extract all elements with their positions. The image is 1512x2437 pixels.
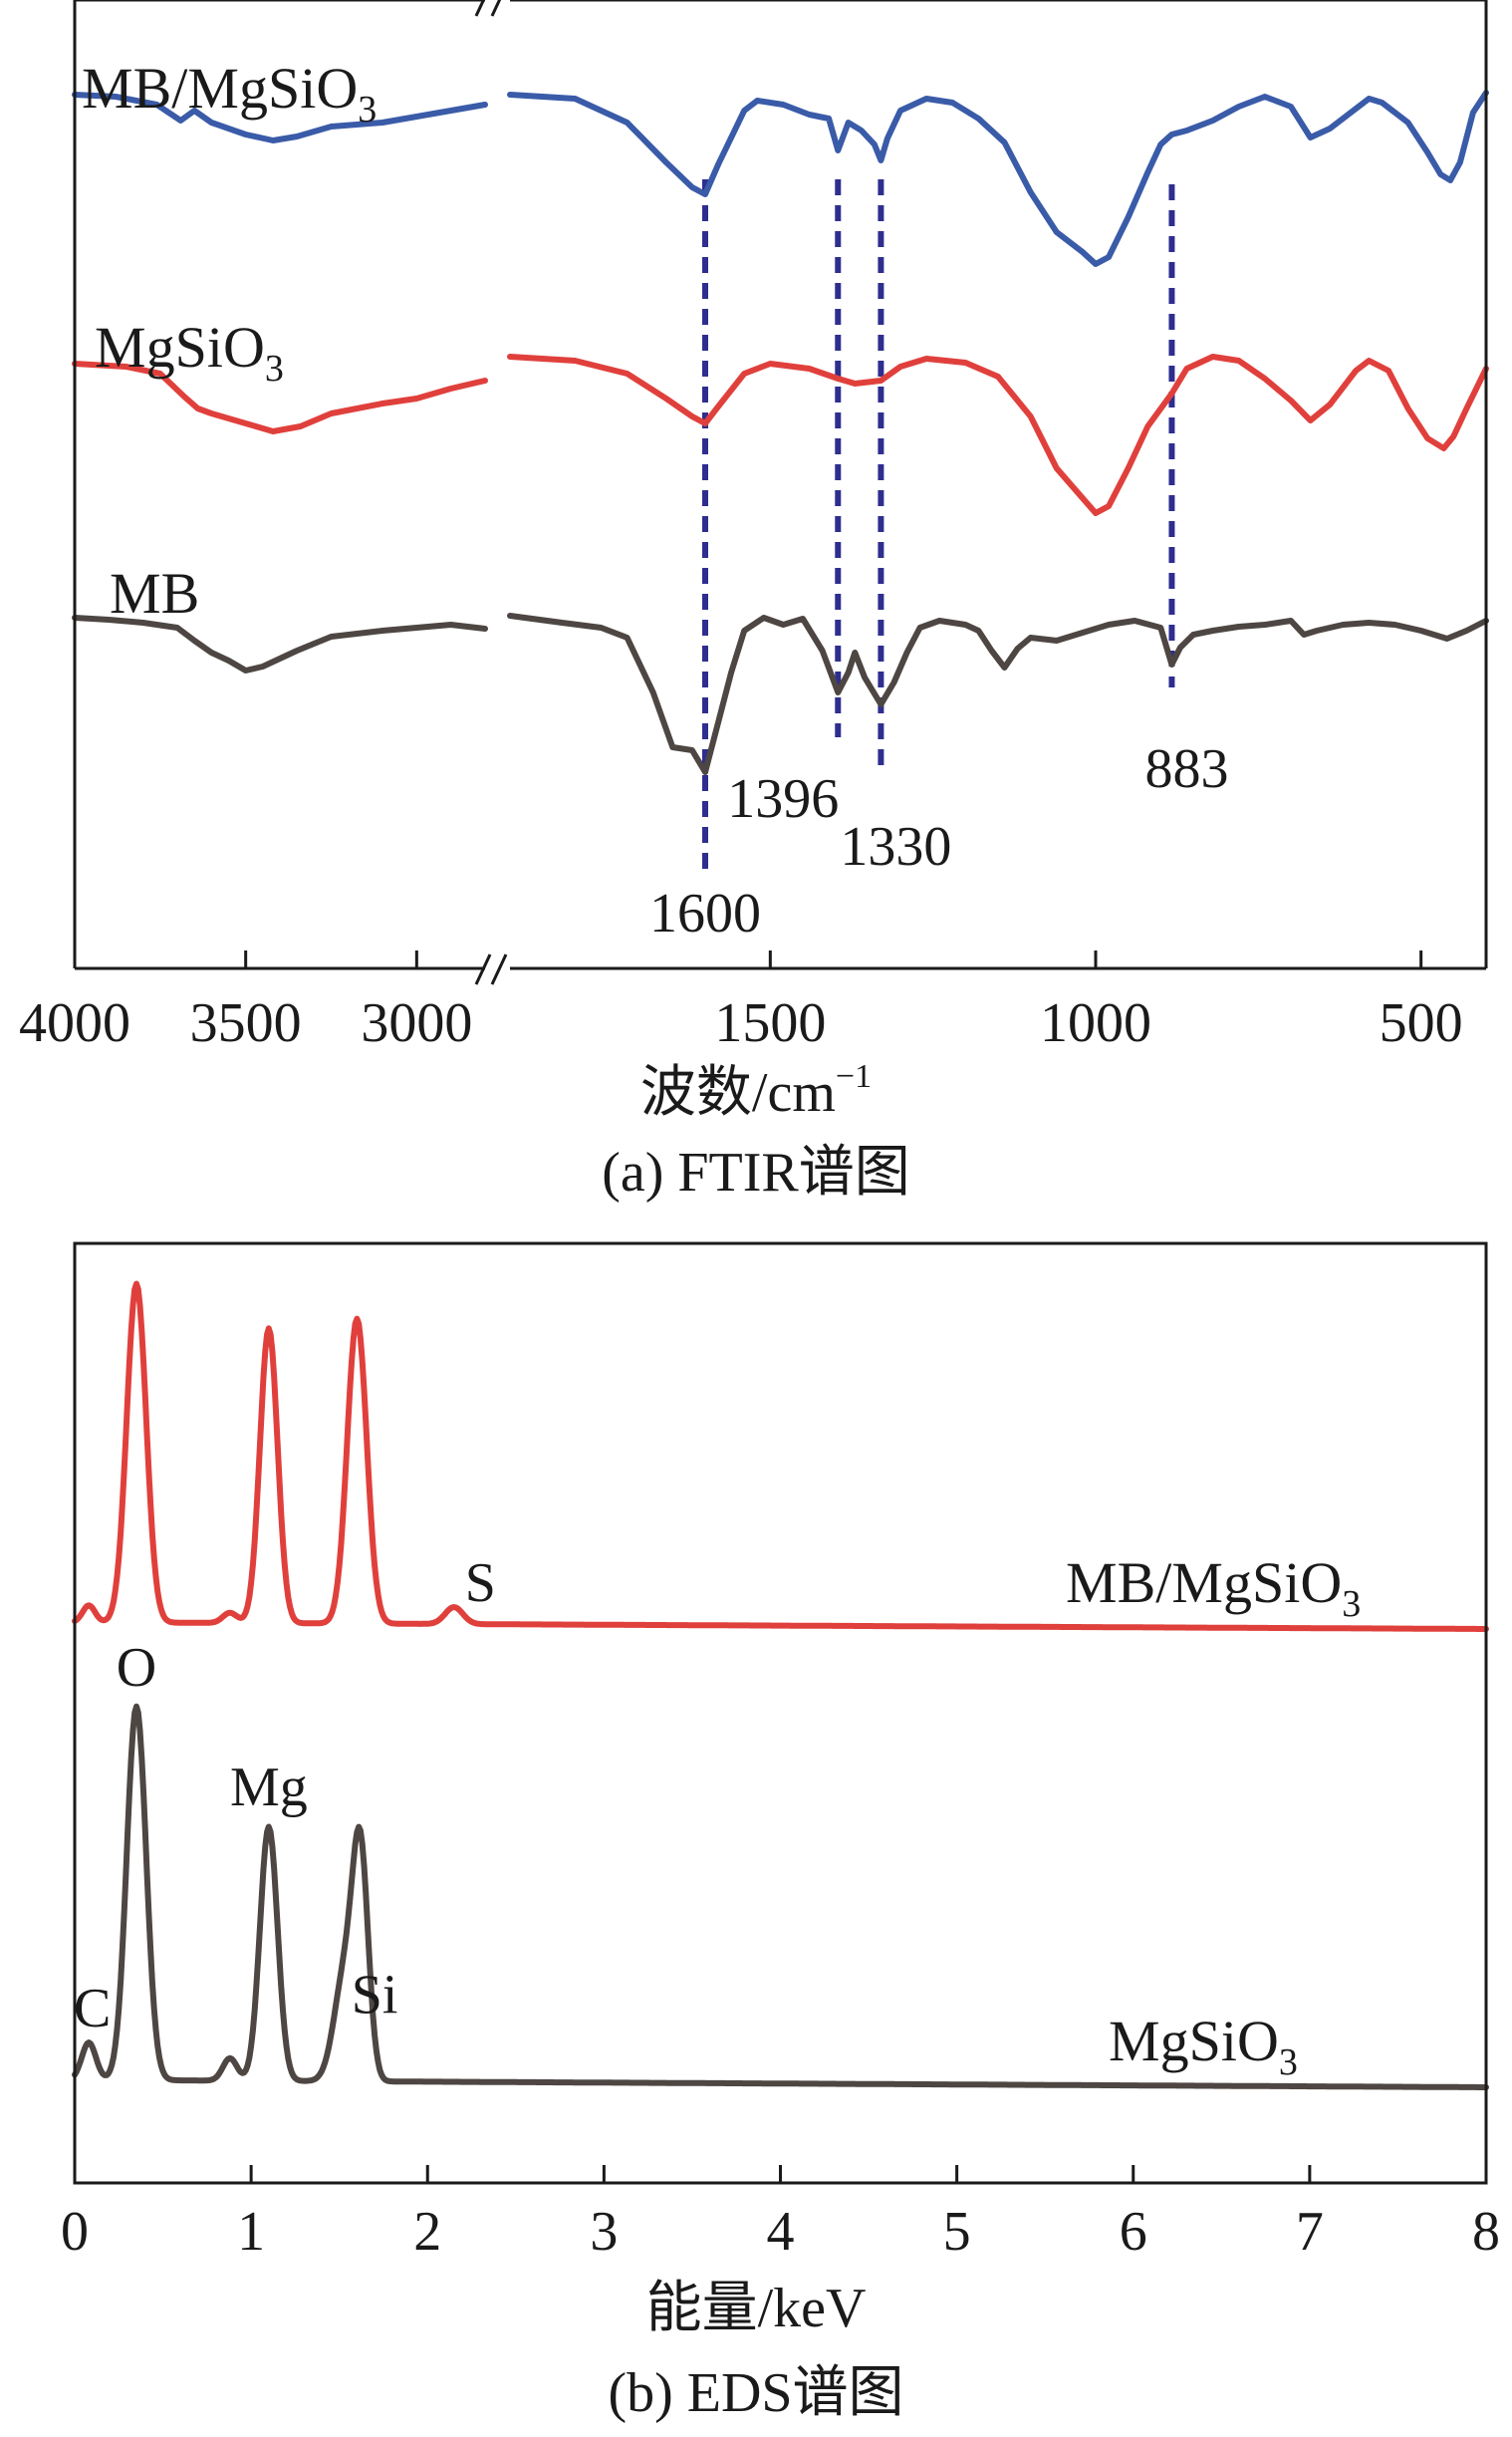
- ftir-series-mb-line-1: [72, 615, 488, 674]
- ftir-axis-break-top: [474, 0, 502, 17]
- eds-x-tick-label-3: 3: [590, 2201, 618, 2263]
- eds-x-tick-label-5: 5: [943, 2201, 971, 2263]
- eds-x-tick-label-2: 2: [413, 2201, 441, 2263]
- eds-x-tick-label-0: 0: [61, 2201, 89, 2263]
- ftir-series-label-mb-mgsio3: MB/MgSiO3: [82, 56, 377, 131]
- eds-x-tick-label-6: 6: [1120, 2201, 1147, 2263]
- eds-x-axis-title: 能量/keV: [646, 2278, 867, 2339]
- eds-plot-area: S C O Mg Si: [72, 1280, 1489, 2090]
- eds-peak-label-o: O: [117, 1637, 156, 1699]
- ftir-x-axis-title: 波数/cm−1: [640, 1058, 872, 1124]
- eds-x-tick-label-4: 4: [767, 2201, 795, 2263]
- ftir-series-mgsio3-line-1: [72, 361, 488, 434]
- eds-panel: S C O Mg Si 0 1 2 3 4 5 6 7 8 MB/MgSiO3 MgSiO3 能量/ke…: [61, 1241, 1500, 2424]
- ftir-x-tick-label-500: 500: [1380, 992, 1463, 1054]
- eds-peak-label-mg: Mg: [230, 1757, 308, 1818]
- ftir-marker-label-1396: 1396: [727, 768, 839, 830]
- ftir-series-mgsio3-line-2: [507, 354, 1489, 516]
- eds-peak-label-s: S: [465, 1552, 496, 1614]
- ftir-axis-break-bottom: [474, 953, 508, 985]
- eds-x-tick-label-1: 1: [237, 2201, 265, 2263]
- ftir-x-tick-label-4000: 4000: [19, 992, 130, 1054]
- ftir-series-mb-mgsio3-line-1: [72, 92, 488, 143]
- eds-peak-label-si: Si: [352, 1964, 398, 2026]
- eds-series-label-mgsio3: MgSiO3: [1109, 2009, 1298, 2083]
- eds-caption: (b) EDS谱图: [608, 2362, 903, 2424]
- eds-x-tick-label-7: 7: [1296, 2201, 1324, 2263]
- ftir-marker-label-1330: 1330: [840, 816, 951, 878]
- eds-series-mgsio3-line: [72, 1703, 1489, 2090]
- ftir-series-mb-line-2: [507, 613, 1489, 775]
- ftir-x-tick-label-3000: 3000: [361, 992, 472, 1054]
- eds-peak-label-c: C: [74, 1978, 111, 2039]
- ftir-marker-label-883: 883: [1144, 738, 1228, 800]
- ftir-x-ticks: 4000 3500 3000 1500 1000 500: [19, 950, 1463, 1054]
- eds-series-mb-mgsio3-line: [72, 1280, 1489, 1632]
- ftir-x-tick-label-1000: 1000: [1040, 992, 1151, 1054]
- ftir-series-label-mb: MB: [110, 561, 199, 626]
- ftir-x-tick-label-1500: 1500: [714, 992, 826, 1054]
- ftir-caption: (a) FTIR谱图: [602, 1142, 910, 1204]
- eds-series-label-mb-mgsio3: MB/MgSiO3: [1066, 1550, 1361, 1625]
- ftir-series-label-mgsio3: MgSiO3: [95, 315, 284, 390]
- ftir-series-mb-mgsio3-line-2: [507, 90, 1489, 267]
- eds-x-ticks: 0 1 2 3 4 5 6 7 8: [61, 2165, 1500, 2263]
- eds-x-tick-label-8: 8: [1472, 2201, 1500, 2263]
- ftir-marker-label-1600: 1600: [649, 883, 761, 945]
- ftir-x-tick-label-3500: 3500: [190, 992, 302, 1054]
